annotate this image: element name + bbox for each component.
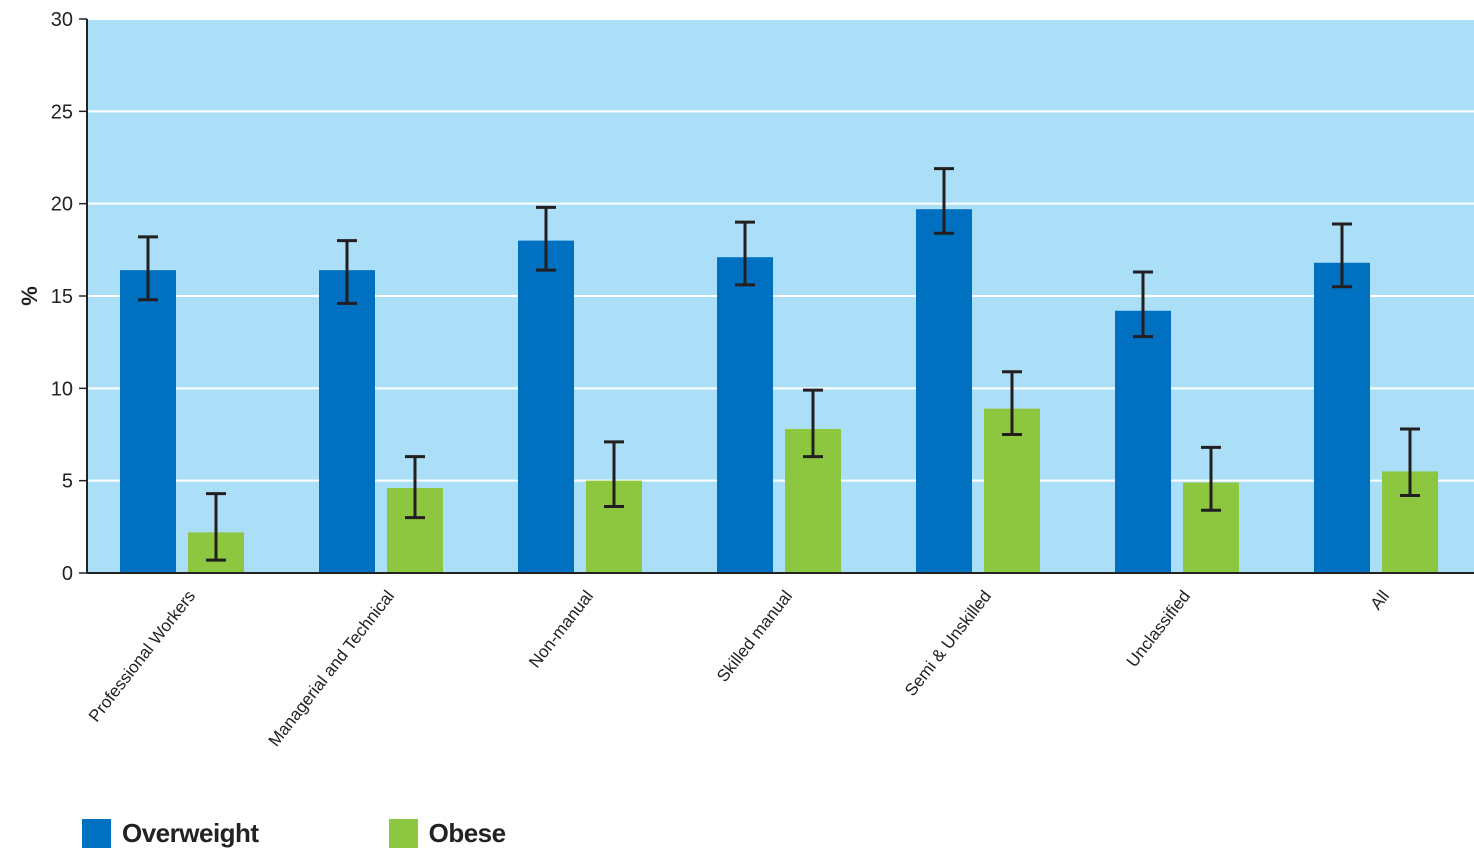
bar-overweight xyxy=(916,209,972,573)
legend-label-overweight: Overweight xyxy=(122,818,259,848)
error-bar-obese xyxy=(1201,445,1221,512)
error-bar-overweight xyxy=(1133,270,1153,339)
legend-label-obese: Obese xyxy=(428,818,507,848)
y-tick-label: 30 xyxy=(51,9,73,31)
gridlines xyxy=(79,18,1474,574)
y-tick-label: 10 xyxy=(51,378,73,400)
bar-overweight xyxy=(717,257,773,573)
y-tick-label: 25 xyxy=(51,101,73,123)
y-tick-label: 20 xyxy=(51,194,73,216)
x-category-label: Managerial and Technical xyxy=(265,587,398,750)
bar-overweight xyxy=(120,270,176,573)
y-tick-labels: 0 5 10 15 20 25 30 xyxy=(51,9,73,585)
x-tick-labels: Professional Workers Managerial and Techn… xyxy=(85,587,1393,750)
y-tick-label: 5 xyxy=(62,471,73,493)
error-bars xyxy=(138,167,1420,562)
bars xyxy=(120,209,1438,573)
error-bar-obese xyxy=(604,440,624,509)
x-category-label: All xyxy=(1367,587,1394,614)
bar-overweight xyxy=(1314,262,1370,573)
axes xyxy=(86,19,1474,574)
legend-item-overweight: Overweight xyxy=(82,818,259,849)
error-bar-obese xyxy=(206,492,226,562)
bar-obese xyxy=(984,408,1040,573)
y-axis-label: % xyxy=(17,286,42,306)
error-bar-overweight xyxy=(138,235,158,302)
error-bar-overweight xyxy=(337,239,357,305)
x-category-label: Skilled manual xyxy=(713,587,796,686)
x-category-label: Unclassified xyxy=(1123,587,1194,671)
error-bar-overweight xyxy=(735,220,755,287)
error-bar-obese xyxy=(1400,427,1420,497)
legend: Overweight Obese xyxy=(82,818,636,849)
error-bar-obese xyxy=(1002,370,1022,436)
error-bar-overweight xyxy=(536,205,556,272)
bar-overweight xyxy=(518,240,574,573)
legend-item-obese: Obese xyxy=(388,818,507,849)
error-bar-obese xyxy=(405,455,425,520)
bar-overweight xyxy=(319,270,375,573)
y-tick-label: 0 xyxy=(62,563,73,585)
x-category-label: Non-manual xyxy=(525,587,597,672)
bar-overweight xyxy=(1115,310,1171,573)
error-bar-overweight xyxy=(1332,222,1352,289)
error-bar-obese xyxy=(803,388,823,459)
x-category-label: Professional Workers xyxy=(85,587,199,726)
error-bar-overweight xyxy=(934,167,954,235)
legend-swatch-obese xyxy=(388,819,418,848)
legend-swatch-overweight xyxy=(82,819,111,848)
y-tick-label: 15 xyxy=(51,286,73,308)
x-category-label: Semi & Unskilled xyxy=(901,587,995,700)
